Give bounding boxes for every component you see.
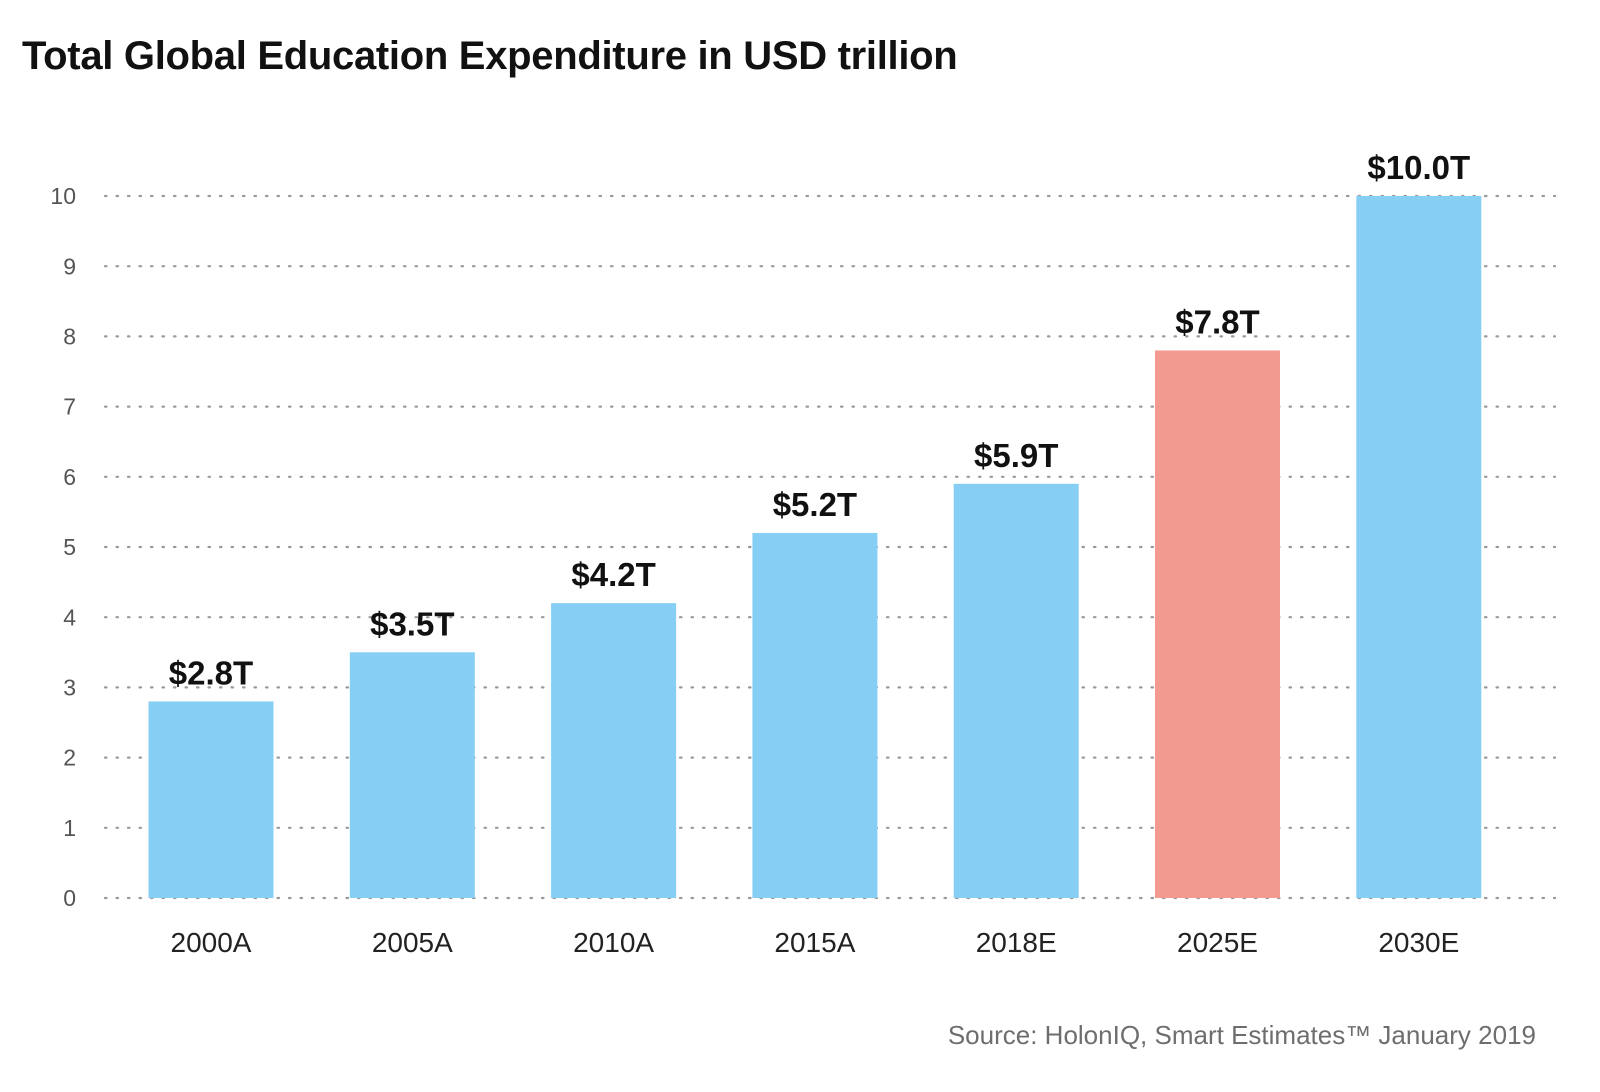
y-tick-label: 7 xyxy=(63,394,76,420)
bars xyxy=(148,196,1482,898)
data-label: $2.8T xyxy=(169,654,253,691)
x-tick-label: 2025E xyxy=(1177,927,1258,958)
x-tick-label: 2015A xyxy=(774,927,855,958)
bar xyxy=(551,603,677,898)
y-tick-label: 2 xyxy=(63,745,76,771)
source-note: Source: HolonIQ, Smart Estimates™ Januar… xyxy=(947,1020,1536,1050)
y-tick-label: 0 xyxy=(63,885,76,911)
bar-chart: 0 1 2 3 4 5 6 7 8 9 10 $2.8T $3.5T $4.2T $5.2T $5.9T $7… xyxy=(50,149,1557,958)
y-tick-label: 5 xyxy=(63,534,76,560)
bar xyxy=(148,701,274,898)
x-tick-label: 2000A xyxy=(171,927,252,958)
y-tick-label: 1 xyxy=(63,815,76,841)
y-tick-label: 6 xyxy=(63,464,76,490)
bar xyxy=(752,532,878,898)
y-tick-label: 10 xyxy=(50,183,76,209)
bar xyxy=(953,483,1079,898)
bar xyxy=(1155,350,1280,898)
data-label: $10.0T xyxy=(1367,149,1470,186)
x-tick-label: 2005A xyxy=(372,927,453,958)
data-label: $3.5T xyxy=(370,605,454,642)
data-label: $5.9T xyxy=(974,437,1058,474)
data-label: $4.2T xyxy=(571,556,655,593)
y-tick-label: 3 xyxy=(63,674,76,700)
x-axis-ticks: 2000A 2005A 2010A 2015A 2018E 2025E 2030E xyxy=(171,927,1460,958)
data-labels: $2.8T $3.5T $4.2T $5.2T $5.9T $7.8T $10.0T xyxy=(169,149,1470,691)
bar xyxy=(349,652,475,898)
data-label: $7.8T xyxy=(1175,303,1259,340)
data-label: $5.2T xyxy=(773,486,857,523)
y-axis-ticks: 0 1 2 3 4 5 6 7 8 9 10 xyxy=(50,183,76,911)
bar xyxy=(1356,196,1482,898)
y-tick-label: 8 xyxy=(63,323,76,349)
y-tick-label: 4 xyxy=(63,604,76,630)
y-tick-label: 9 xyxy=(63,253,76,279)
x-tick-label: 2030E xyxy=(1378,927,1459,958)
x-tick-label: 2018E xyxy=(976,927,1057,958)
chart-title: Total Global Education Expenditure in US… xyxy=(22,34,958,78)
x-tick-label: 2010A xyxy=(573,927,654,958)
